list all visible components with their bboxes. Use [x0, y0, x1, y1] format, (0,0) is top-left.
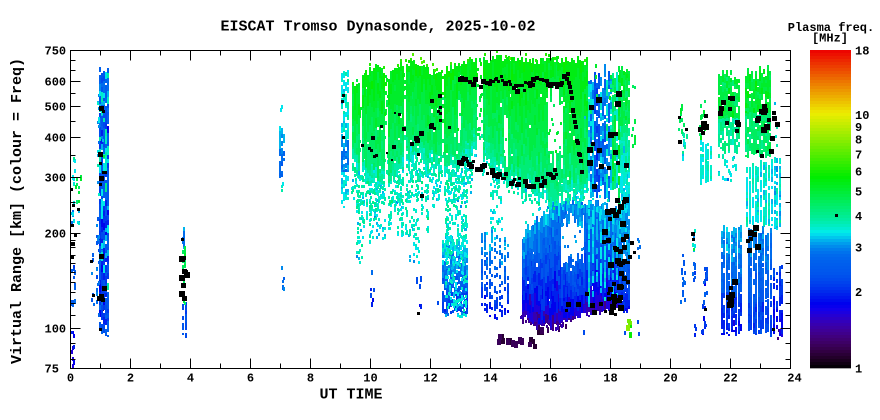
svg-text:500: 500	[45, 101, 67, 115]
svg-text:3: 3	[855, 242, 862, 256]
svg-text:9: 9	[855, 121, 862, 135]
svg-text:Plasma freq.: Plasma freq.	[788, 21, 874, 35]
svg-text:10: 10	[363, 372, 377, 386]
svg-text:100: 100	[45, 323, 67, 337]
svg-text:10: 10	[855, 109, 869, 123]
svg-text:5: 5	[855, 185, 862, 199]
svg-text:18: 18	[603, 372, 617, 386]
svg-text:2: 2	[855, 286, 862, 300]
svg-text:20: 20	[663, 372, 677, 386]
svg-text:6: 6	[855, 165, 862, 179]
svg-text:400: 400	[45, 132, 67, 146]
svg-text:16: 16	[543, 372, 557, 386]
svg-text:300: 300	[45, 172, 67, 186]
svg-text:2: 2	[127, 372, 134, 386]
svg-text:600: 600	[45, 76, 67, 90]
svg-text:1: 1	[855, 363, 862, 377]
svg-text:6: 6	[247, 372, 254, 386]
svg-text:75: 75	[45, 363, 59, 377]
svg-text:14: 14	[483, 372, 497, 386]
svg-text:8: 8	[307, 372, 314, 386]
svg-text:750: 750	[45, 45, 67, 59]
svg-text:7: 7	[855, 148, 862, 162]
svg-text:0: 0	[67, 372, 74, 386]
svg-text:18: 18	[855, 45, 869, 59]
svg-text:UT TIME: UT TIME	[319, 387, 382, 404]
svg-text:EISCAT Tromso Dynasonde, 2025-: EISCAT Tromso Dynasonde, 2025-10-02	[220, 19, 535, 36]
svg-text:Virtual Range [km] (colour = F: Virtual Range [km] (colour = Freq)	[9, 58, 26, 364]
svg-text:[MHz]: [MHz]	[812, 32, 848, 46]
svg-text:24: 24	[787, 372, 801, 386]
svg-text:12: 12	[423, 372, 437, 386]
svg-text:8: 8	[855, 134, 862, 148]
svg-text:4: 4	[855, 210, 862, 224]
svg-text:4: 4	[187, 372, 194, 386]
svg-text:22: 22	[723, 372, 737, 386]
svg-text:200: 200	[45, 228, 67, 242]
